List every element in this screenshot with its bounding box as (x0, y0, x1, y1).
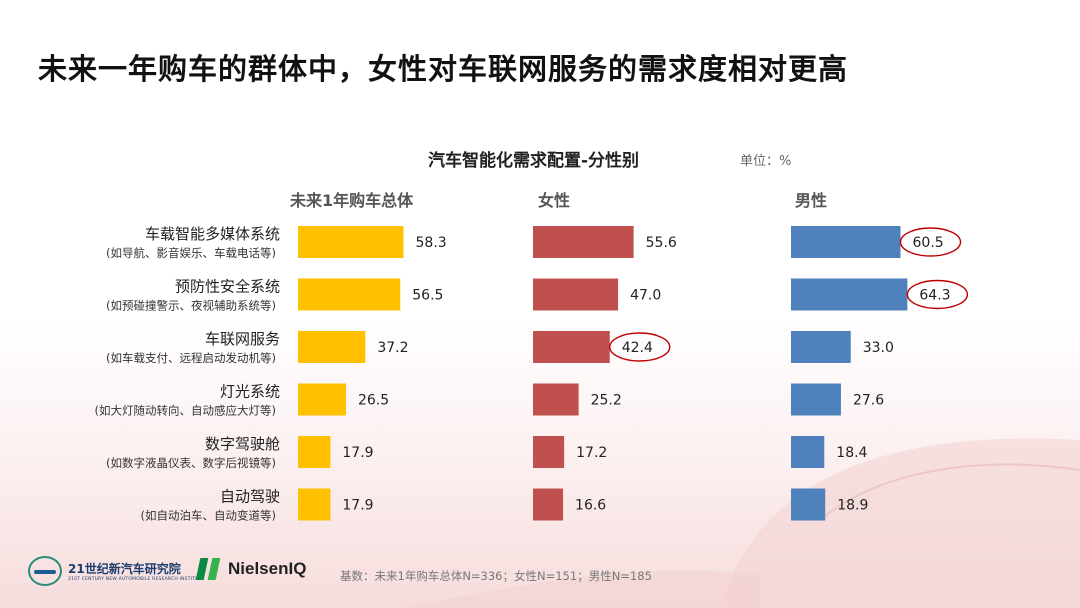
category-note: (如导航、影音娱乐、车载电话等) (106, 246, 276, 260)
category-label: 灯光系统 (220, 383, 280, 401)
research-institute-logo: 21世纪新汽车研究院 21ST CENTURY NEW AUTOMOBILE R… (28, 556, 205, 586)
bar (298, 278, 401, 311)
data-label: 58.3 (416, 235, 447, 251)
bar (791, 436, 825, 468)
bar (298, 226, 404, 258)
category-note: (如车载支付、远程启动发动机等) (106, 351, 276, 365)
data-label: 17.9 (342, 498, 373, 514)
category-note: (如自动泊车、自动变道等) (141, 509, 276, 523)
data-label: 64.3 (919, 288, 950, 304)
footnote: 基数：未来1年购车总体N=336；女性N=151；男性N=185 (340, 569, 652, 583)
category-label: 预防性安全系统 (175, 278, 280, 296)
data-label: 33.0 (863, 340, 894, 356)
column-header-total: 未来1年购车总体 (290, 191, 414, 210)
category-label: 自动驾驶 (220, 488, 280, 506)
org2-name: NielsenIQ (228, 559, 307, 578)
bar (791, 278, 908, 311)
unit-label: 单位：% (740, 154, 792, 169)
data-label: 42.4 (622, 340, 653, 356)
category-label: 车载智能多媒体系统 (145, 225, 280, 243)
column-header-female: 女性 (538, 191, 571, 210)
category-note: (如数字液晶仪表、数字后视镜等) (106, 456, 276, 470)
category-note: (如预碰撞警示、夜视辅助系统等) (106, 299, 276, 313)
bar (298, 383, 346, 416)
data-label: 55.6 (646, 235, 677, 251)
bar (533, 278, 619, 311)
data-label: 47.0 (630, 288, 661, 304)
column-header-male: 男性 (795, 191, 828, 210)
bar (791, 383, 841, 416)
highlight-ellipse (899, 227, 962, 257)
bar (533, 436, 565, 468)
category-note: (如大灯随动转向、自动感应大灯等) (95, 404, 276, 418)
highlight-ellipse (609, 332, 671, 362)
nielseniq-logo: NielsenIQ (198, 556, 306, 582)
bar (298, 331, 366, 363)
car-ring-logo-icon (28, 556, 62, 586)
bar (533, 331, 610, 363)
category-label: 数字驾驶舱 (205, 435, 280, 453)
org1-name-en: 21ST CENTURY NEW AUTOMOBILE RESEARCH INS… (68, 577, 205, 582)
category-label: 车联网服务 (205, 330, 280, 348)
bar (298, 488, 331, 521)
bar (791, 488, 826, 521)
bar (533, 383, 579, 416)
data-label: 26.5 (358, 393, 389, 409)
data-label: 37.2 (377, 340, 408, 356)
highlight-ellipse (906, 279, 969, 310)
chart-title: 汽车智能化需求配置-分性别 (428, 151, 640, 171)
data-label: 16.6 (575, 498, 606, 514)
bar (533, 226, 634, 258)
nielsen-n-logo-icon (198, 556, 224, 582)
data-label: 56.5 (412, 288, 443, 304)
slide-title: 未来一年购车的群体中，女性对车联网服务的需求度相对更高 (38, 52, 849, 86)
data-label: 17.9 (342, 445, 373, 461)
data-label: 25.2 (591, 393, 622, 409)
org1-name: 21世纪新汽车研究院 (68, 562, 181, 576)
data-label: 17.2 (576, 445, 607, 461)
data-label: 18.4 (836, 445, 867, 461)
bar (791, 226, 901, 258)
bar (533, 488, 564, 521)
data-label: 60.5 (913, 235, 944, 251)
bar (791, 331, 851, 363)
data-label: 18.9 (837, 498, 868, 514)
bar (298, 436, 331, 468)
data-label: 27.6 (853, 393, 884, 409)
